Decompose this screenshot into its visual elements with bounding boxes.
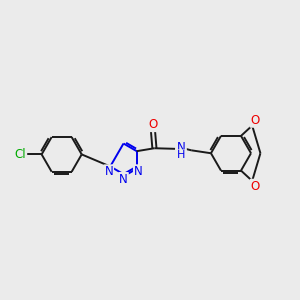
Text: O: O	[250, 180, 260, 193]
Text: Cl: Cl	[15, 148, 26, 161]
Text: N: N	[119, 173, 128, 186]
Text: N: N	[177, 141, 186, 154]
Text: H: H	[177, 150, 186, 160]
Text: O: O	[148, 118, 158, 131]
Text: O: O	[250, 114, 260, 127]
Text: N: N	[134, 165, 142, 178]
Text: N: N	[104, 165, 113, 178]
